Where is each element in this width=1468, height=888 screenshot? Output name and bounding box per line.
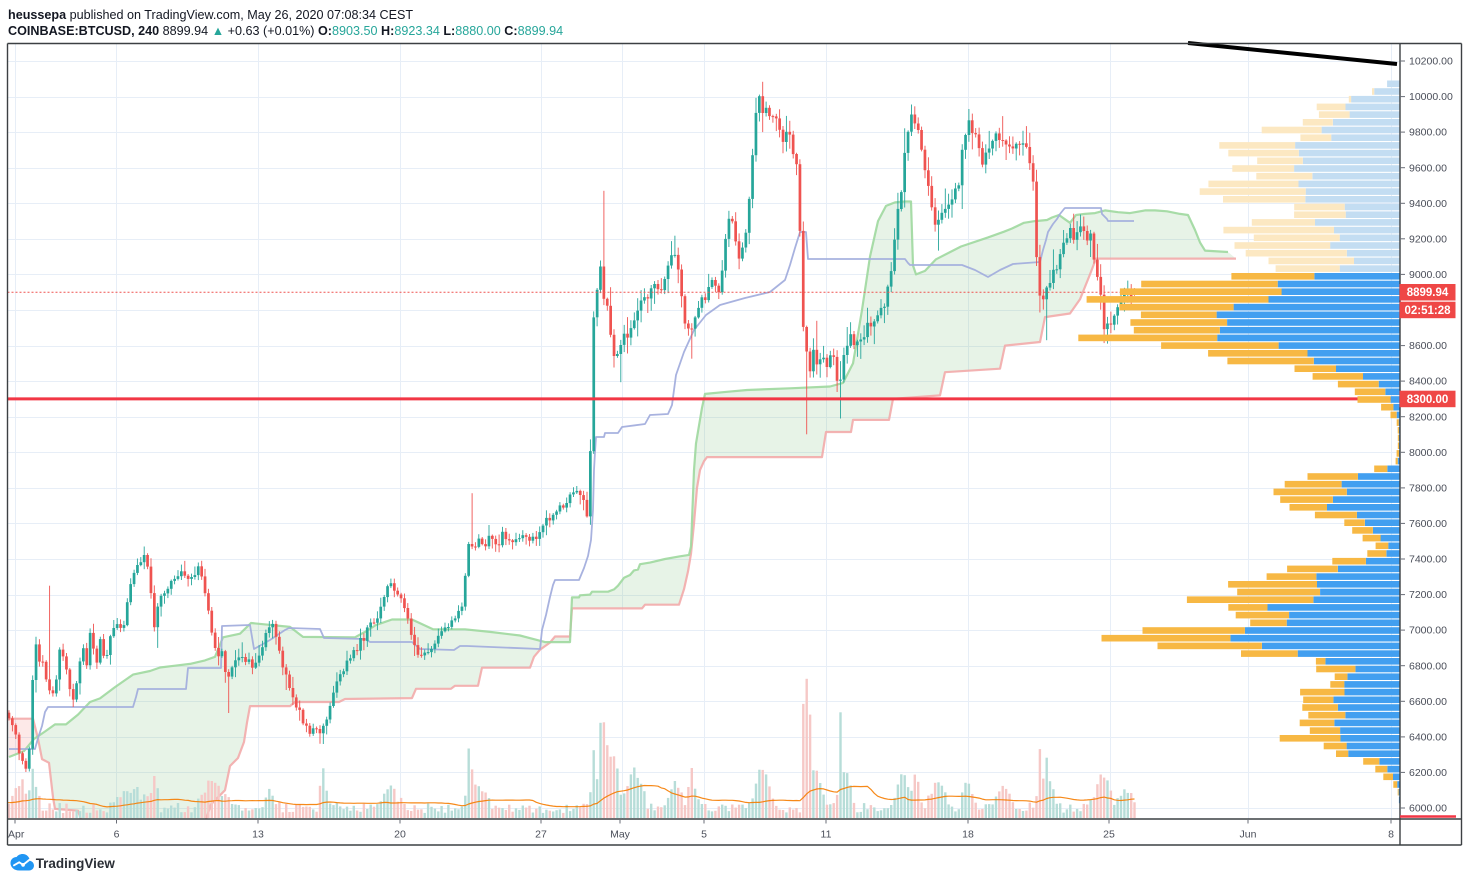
svg-text:10200.00: 10200.00 [1409,56,1453,68]
svg-text:25: 25 [1103,829,1115,841]
svg-text:20: 20 [394,829,406,841]
svg-text:9200.00: 9200.00 [1409,233,1447,245]
svg-text:7000.00: 7000.00 [1409,625,1447,637]
svg-text:6200.00: 6200.00 [1409,767,1447,779]
svg-text:8600.00: 8600.00 [1409,340,1447,352]
svg-text:8000.00: 8000.00 [1409,447,1447,459]
svg-text:May: May [610,829,631,841]
svg-text:heussepa published on TradingV: heussepa published on TradingView.com, M… [8,8,413,22]
svg-text:6800.00: 6800.00 [1409,660,1447,672]
svg-text:27: 27 [535,829,547,841]
svg-text:COINBASE:BTCUSD, 240 8899.94: COINBASE:BTCUSD, 240 8899.94 ▲ +0.63 (+0… [8,24,563,38]
svg-text:9000.00: 9000.00 [1409,269,1447,281]
svg-text:9800.00: 9800.00 [1409,127,1447,139]
svg-text:6600.00: 6600.00 [1409,696,1447,708]
svg-text:02:51:28: 02:51:28 [1404,305,1451,317]
svg-text:TradingView: TradingView [36,856,116,871]
svg-text:Jun: Jun [1240,829,1257,841]
svg-text:8400.00: 8400.00 [1409,376,1447,388]
svg-text:Apr: Apr [8,829,25,841]
svg-text:7600.00: 7600.00 [1409,518,1447,530]
svg-text:11: 11 [821,829,832,841]
svg-text:10000.00: 10000.00 [1409,91,1453,103]
svg-text:13: 13 [252,829,264,841]
svg-text:9400.00: 9400.00 [1409,198,1447,210]
svg-text:7200.00: 7200.00 [1409,589,1447,601]
svg-text:9600.00: 9600.00 [1409,162,1447,174]
svg-text:8: 8 [1388,829,1394,841]
svg-text:6000.00: 6000.00 [1409,803,1447,815]
svg-text:8899.94: 8899.94 [1407,287,1449,299]
svg-text:5: 5 [701,829,707,841]
svg-text:7800.00: 7800.00 [1409,483,1447,495]
svg-text:6: 6 [114,829,120,841]
svg-text:8200.00: 8200.00 [1409,411,1447,423]
svg-text:7400.00: 7400.00 [1409,554,1447,566]
svg-text:18: 18 [962,829,974,841]
svg-text:8300.00: 8300.00 [1407,394,1449,406]
svg-text:6400.00: 6400.00 [1409,732,1447,744]
